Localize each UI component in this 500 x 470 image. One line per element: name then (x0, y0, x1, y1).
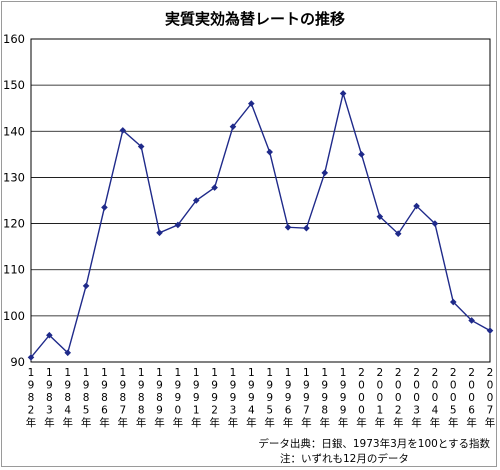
y-tick-label: 90 (10, 355, 25, 369)
data-point (101, 204, 108, 211)
data-point (119, 127, 127, 134)
footnote: 注：いずれも12月のデータ (280, 452, 409, 465)
series-exchange-rate (27, 90, 494, 361)
data-point (321, 169, 329, 177)
data-point (174, 221, 182, 229)
y-axis-ticks: 90 100 110 120 130 140 150 160 (3, 32, 25, 369)
data-point (248, 100, 255, 107)
y-tick-label: 140 (3, 124, 25, 138)
data-point (449, 298, 457, 306)
data-point (413, 202, 420, 210)
y-tick-label: 160 (3, 32, 25, 46)
source-note: データ出典：日銀、1973年3月を100とする指数 (258, 437, 490, 450)
axes (30, 38, 491, 363)
data-point (431, 220, 439, 227)
chart-title: 実質実効為替レートの推移 (165, 10, 345, 28)
data-point (303, 224, 310, 232)
data-point (266, 148, 273, 156)
data-point (46, 331, 53, 339)
plot-area-border (30, 38, 491, 363)
data-point (192, 197, 200, 204)
data-point (156, 229, 163, 237)
y-tick-label: 130 (3, 170, 25, 184)
data-point (468, 317, 475, 324)
data-point (376, 213, 384, 220)
y-tick-label: 110 (3, 263, 25, 277)
y-tick-label: 120 (3, 217, 25, 231)
series-line (30, 90, 491, 358)
data-point (358, 151, 365, 158)
data-point (394, 230, 402, 238)
data-point (27, 354, 35, 361)
data-point (211, 184, 218, 191)
data-point (137, 143, 145, 150)
data-point (82, 282, 90, 290)
data-point (229, 123, 237, 130)
data-point (284, 223, 292, 231)
data-point (339, 90, 347, 97)
y-tick-label: 150 (3, 78, 25, 92)
x-axis-ticks: 1 9 8 2 年 1 9 8 3 年 1 9 8 4 年 1 9 8 5 年 1 9 8 6 年 1 9 8 7 年 1 9 8 8 年 1 9 8 9 年… (26, 367, 496, 429)
gridlines (31, 38, 490, 363)
y-tick-label: 100 (3, 309, 25, 323)
data-point (486, 327, 494, 334)
data-point (64, 349, 72, 357)
